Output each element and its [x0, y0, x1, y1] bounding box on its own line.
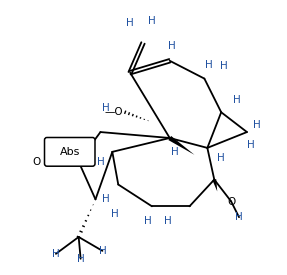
Text: H: H — [144, 216, 152, 226]
Text: —O: —O — [104, 107, 123, 117]
Text: H: H — [102, 103, 109, 113]
Text: H: H — [235, 212, 243, 222]
Text: H: H — [111, 209, 119, 219]
Text: O: O — [227, 197, 235, 207]
Text: H: H — [96, 157, 104, 167]
Text: H: H — [52, 249, 60, 259]
Polygon shape — [212, 179, 217, 191]
Text: H: H — [253, 120, 261, 130]
Text: H: H — [220, 61, 228, 71]
Text: H: H — [102, 194, 109, 204]
Text: H: H — [77, 254, 84, 264]
Text: H: H — [171, 147, 179, 157]
Text: H: H — [205, 60, 213, 70]
Polygon shape — [168, 136, 195, 155]
FancyBboxPatch shape — [44, 138, 95, 166]
Text: H: H — [217, 153, 225, 163]
Text: O: O — [33, 157, 41, 167]
Text: H: H — [98, 246, 106, 256]
Text: Abs: Abs — [60, 147, 80, 157]
Text: H: H — [247, 140, 255, 150]
Text: H: H — [233, 95, 241, 105]
Text: H: H — [164, 216, 172, 226]
Text: H: H — [148, 16, 156, 26]
Text: H: H — [126, 18, 134, 28]
Text: H: H — [168, 41, 176, 51]
